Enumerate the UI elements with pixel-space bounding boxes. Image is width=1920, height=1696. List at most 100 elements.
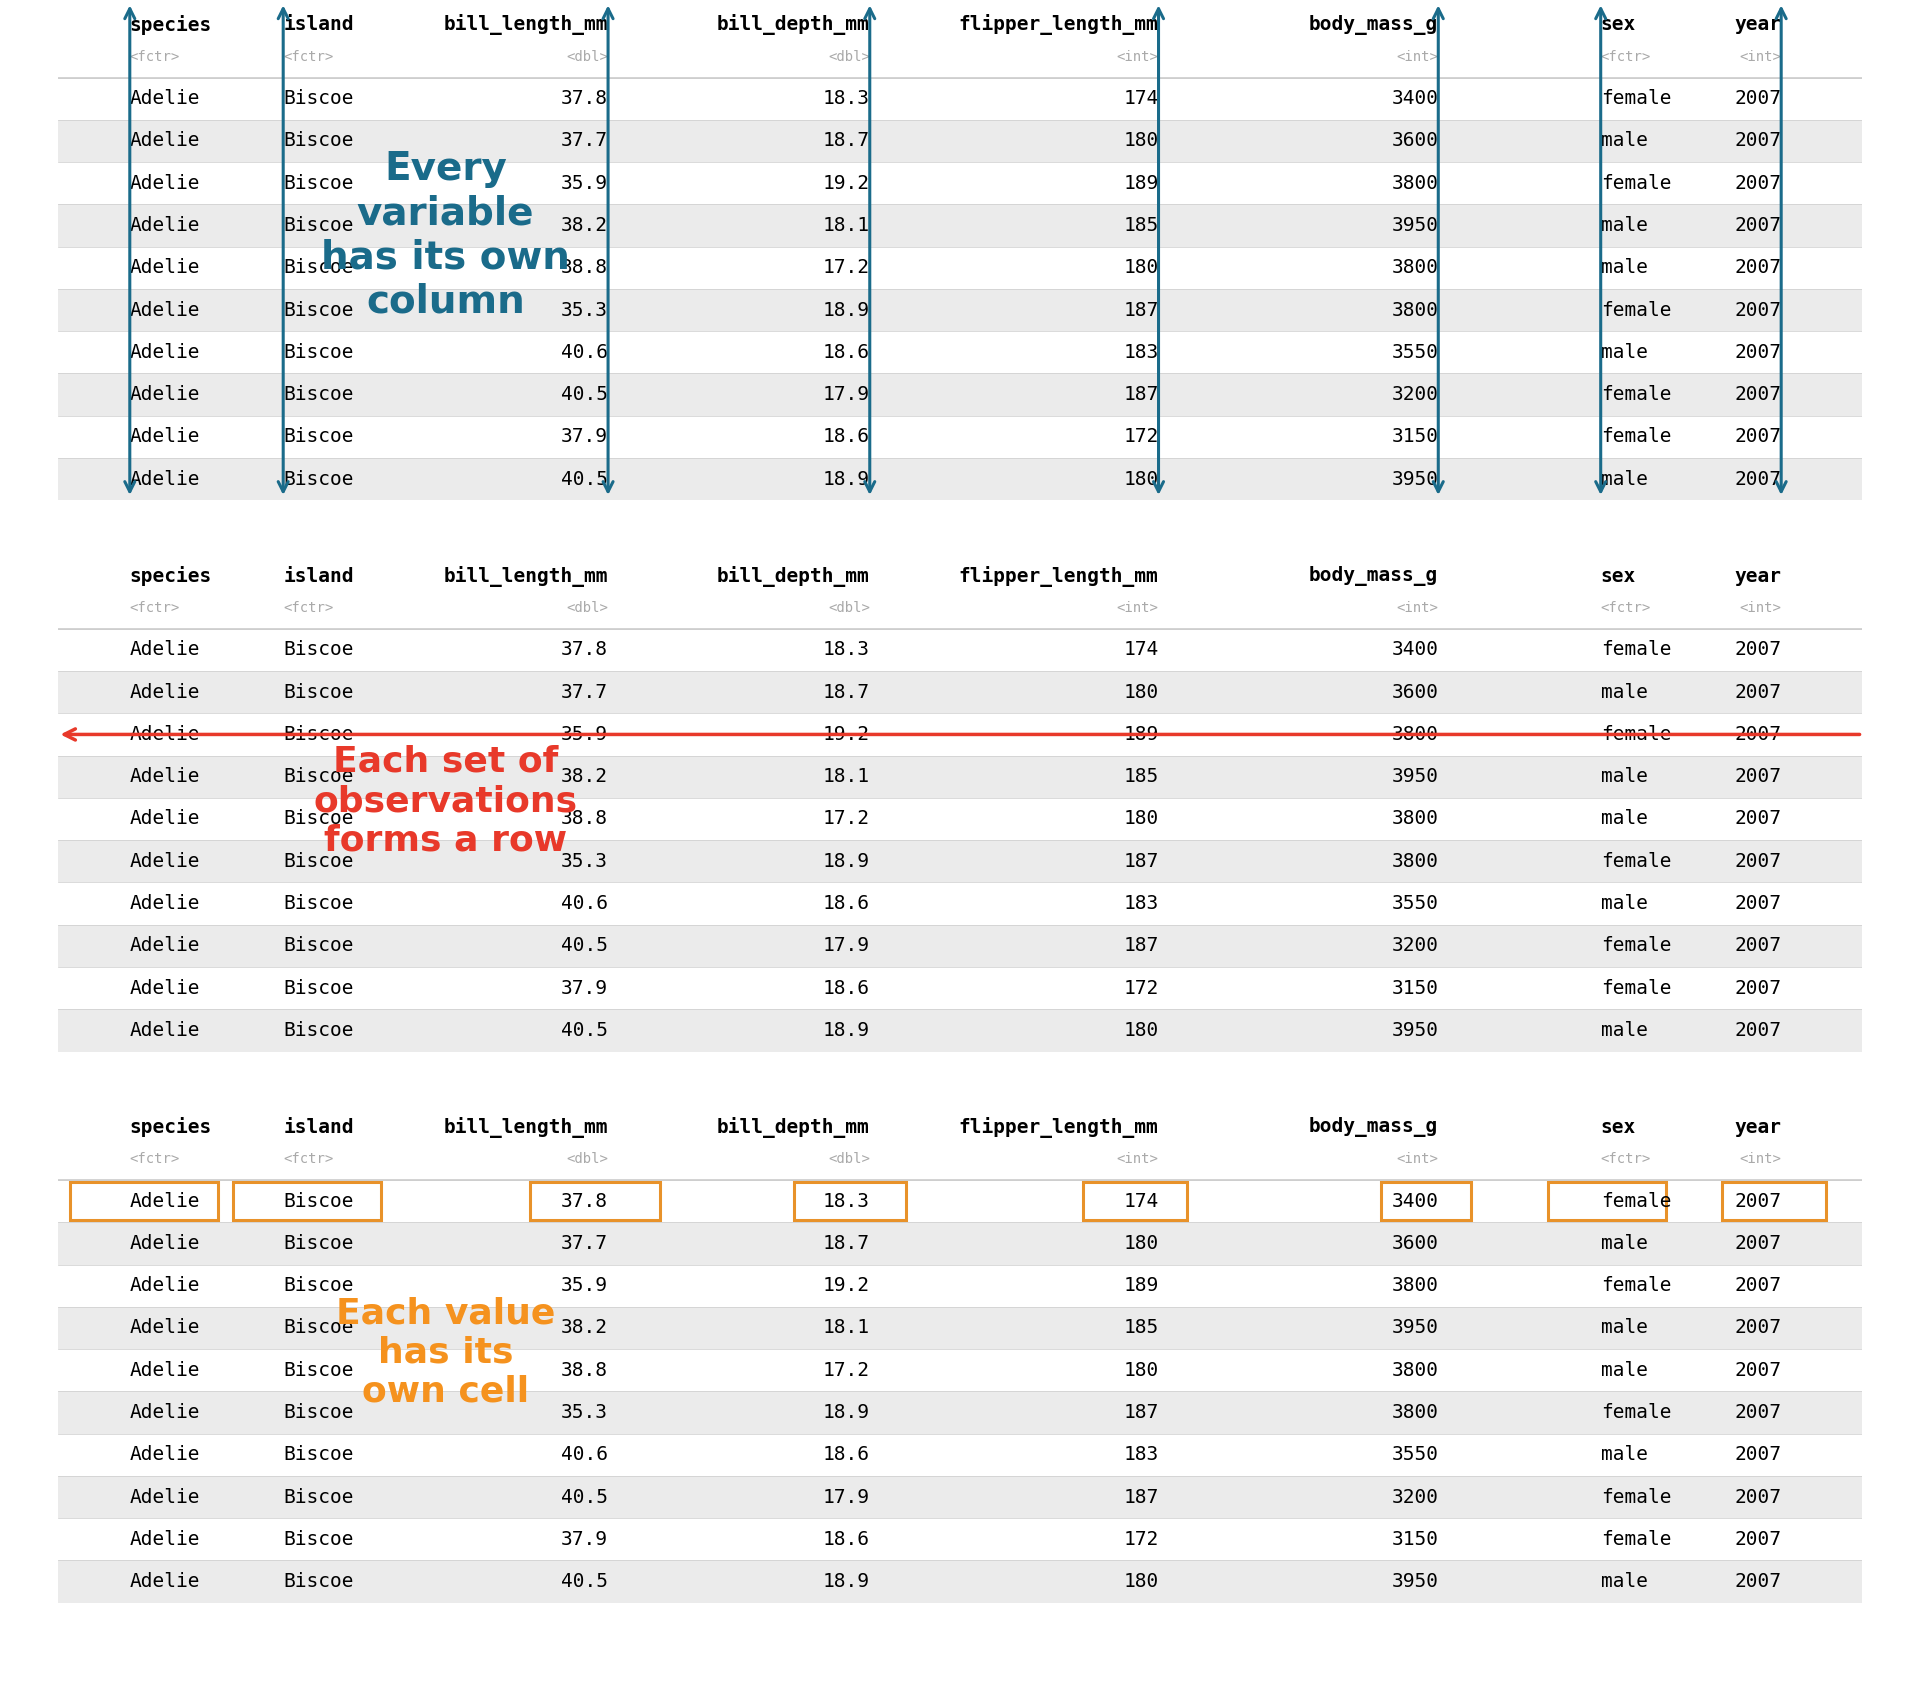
- Text: 180: 180: [1123, 1360, 1158, 1381]
- Text: male: male: [1601, 258, 1647, 278]
- Text: <dbl>: <dbl>: [566, 1152, 609, 1167]
- Text: 2007: 2007: [1734, 767, 1782, 787]
- Text: 2007: 2007: [1734, 851, 1782, 870]
- Text: <int>: <int>: [1117, 49, 1158, 64]
- Text: male: male: [1601, 1360, 1647, 1381]
- Text: species: species: [131, 1118, 211, 1138]
- Bar: [58, 1102, 1862, 1180]
- Text: 3400: 3400: [1392, 90, 1438, 109]
- Text: 187: 187: [1123, 936, 1158, 955]
- Text: 2007: 2007: [1734, 724, 1782, 745]
- Bar: [58, 1223, 1862, 1265]
- Text: 174: 174: [1123, 90, 1158, 109]
- Text: 18.3: 18.3: [824, 90, 870, 109]
- Text: 40.5: 40.5: [561, 936, 609, 955]
- Text: 17.2: 17.2: [824, 809, 870, 829]
- Text: <fctr>: <fctr>: [1601, 49, 1651, 64]
- Text: 183: 183: [1123, 343, 1158, 361]
- Text: 3550: 3550: [1392, 1445, 1438, 1464]
- Text: Adelie: Adelie: [131, 724, 200, 745]
- Text: 187: 187: [1123, 300, 1158, 319]
- Bar: [58, 551, 1862, 629]
- Text: Adelie: Adelie: [131, 1275, 200, 1296]
- Text: 37.9: 37.9: [561, 427, 609, 446]
- Text: 180: 180: [1123, 258, 1158, 278]
- Text: 189: 189: [1123, 1275, 1158, 1296]
- Text: Biscoe: Biscoe: [284, 724, 353, 745]
- Text: 3950: 3950: [1392, 470, 1438, 488]
- Bar: [58, 0, 1862, 78]
- Text: Biscoe: Biscoe: [284, 894, 353, 912]
- Text: Adelie: Adelie: [131, 1021, 200, 1040]
- Bar: [58, 1518, 1862, 1560]
- Text: Biscoe: Biscoe: [284, 427, 353, 446]
- Text: 2007: 2007: [1734, 1275, 1782, 1296]
- Text: 2007: 2007: [1734, 1445, 1782, 1464]
- Text: 3800: 3800: [1392, 1403, 1438, 1421]
- Text: Biscoe: Biscoe: [284, 767, 353, 787]
- Text: Adelie: Adelie: [131, 979, 200, 997]
- Bar: [58, 629, 1862, 672]
- Bar: [58, 1476, 1862, 1518]
- Text: 40.6: 40.6: [561, 894, 609, 912]
- Text: female: female: [1601, 1192, 1670, 1211]
- Text: Biscoe: Biscoe: [284, 1360, 353, 1381]
- Text: 2007: 2007: [1734, 936, 1782, 955]
- Text: species: species: [131, 15, 211, 36]
- Text: 2007: 2007: [1734, 683, 1782, 702]
- Text: 40.5: 40.5: [561, 385, 609, 404]
- Bar: [58, 163, 1862, 205]
- Text: 3800: 3800: [1392, 724, 1438, 745]
- Text: 3800: 3800: [1392, 173, 1438, 193]
- Bar: [58, 714, 1862, 756]
- Text: 35.9: 35.9: [561, 724, 609, 745]
- Text: Biscoe: Biscoe: [284, 809, 353, 829]
- Text: 18.9: 18.9: [824, 1021, 870, 1040]
- Text: Adelie: Adelie: [131, 258, 200, 278]
- Text: <dbl>: <dbl>: [828, 49, 870, 64]
- Text: female: female: [1601, 936, 1670, 955]
- Text: 187: 187: [1123, 385, 1158, 404]
- Bar: [58, 1308, 1862, 1348]
- Text: 18.9: 18.9: [824, 300, 870, 319]
- Text: sex: sex: [1601, 1118, 1636, 1136]
- Text: 3600: 3600: [1392, 1235, 1438, 1253]
- Text: 2007: 2007: [1734, 470, 1782, 488]
- Text: 172: 172: [1123, 979, 1158, 997]
- Text: <int>: <int>: [1740, 1152, 1782, 1167]
- Text: 37.9: 37.9: [561, 1530, 609, 1548]
- Bar: [1722, 1182, 1826, 1219]
- Text: male: male: [1601, 1445, 1647, 1464]
- Text: 185: 185: [1123, 1318, 1158, 1338]
- Text: 3800: 3800: [1392, 851, 1438, 870]
- Text: Each value
has its
own cell: Each value has its own cell: [336, 1296, 555, 1409]
- Text: Biscoe: Biscoe: [284, 132, 353, 151]
- Text: Biscoe: Biscoe: [284, 1445, 353, 1464]
- Text: Adelie: Adelie: [131, 641, 200, 660]
- Text: bill_depth_mm: bill_depth_mm: [716, 565, 870, 587]
- Text: Adelie: Adelie: [131, 1403, 200, 1421]
- Bar: [1548, 1182, 1667, 1219]
- Text: Biscoe: Biscoe: [284, 683, 353, 702]
- Text: 37.8: 37.8: [561, 641, 609, 660]
- Text: female: female: [1601, 300, 1670, 319]
- Text: bill_depth_mm: bill_depth_mm: [716, 14, 870, 36]
- Text: 3950: 3950: [1392, 215, 1438, 236]
- Text: 17.9: 17.9: [824, 385, 870, 404]
- Text: Biscoe: Biscoe: [284, 1318, 353, 1338]
- Text: male: male: [1601, 1572, 1647, 1591]
- Text: 3950: 3950: [1392, 1572, 1438, 1591]
- Text: 2007: 2007: [1734, 343, 1782, 361]
- Text: <int>: <int>: [1396, 600, 1438, 616]
- Text: 3150: 3150: [1392, 427, 1438, 446]
- Text: 185: 185: [1123, 215, 1158, 236]
- Text: 3550: 3550: [1392, 894, 1438, 912]
- Bar: [58, 882, 1862, 924]
- Text: 3800: 3800: [1392, 258, 1438, 278]
- Text: 37.7: 37.7: [561, 132, 609, 151]
- Text: 19.2: 19.2: [824, 173, 870, 193]
- Bar: [58, 924, 1862, 967]
- Text: body_mass_g: body_mass_g: [1309, 1118, 1438, 1138]
- Text: Biscoe: Biscoe: [284, 641, 353, 660]
- Text: <fctr>: <fctr>: [131, 1152, 180, 1167]
